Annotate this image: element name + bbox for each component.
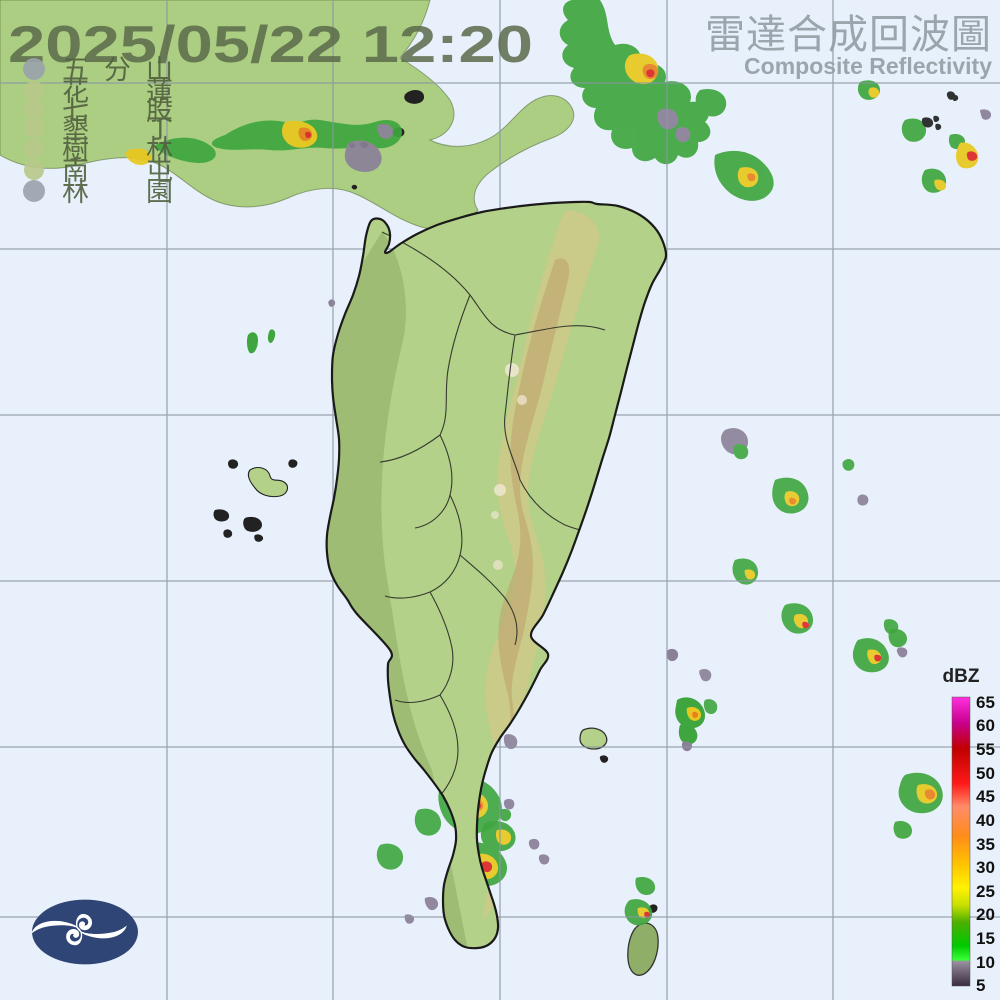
svg-text:30: 30: [976, 858, 995, 877]
svg-text:50: 50: [976, 764, 995, 783]
svg-text:10: 10: [976, 953, 995, 972]
svg-text:25: 25: [976, 882, 995, 901]
svg-text:dBZ: dBZ: [943, 666, 980, 687]
svg-text:5: 5: [976, 976, 985, 995]
svg-text:20: 20: [976, 905, 995, 924]
svg-text:35: 35: [976, 835, 995, 854]
svg-text:60: 60: [976, 716, 995, 735]
svg-text:Composite Reflectivity: Composite Reflectivity: [744, 53, 992, 79]
svg-text:園: 園: [146, 177, 173, 207]
svg-text:林: 林: [62, 177, 89, 207]
svg-text:55: 55: [976, 740, 995, 759]
svg-text:40: 40: [976, 811, 995, 830]
svg-text:65: 65: [976, 693, 995, 712]
svg-text:雷達合成回波圖: 雷達合成回波圖: [705, 13, 992, 57]
svg-text:45: 45: [976, 787, 995, 806]
svg-text:分: 分: [104, 55, 131, 85]
svg-text:15: 15: [976, 929, 995, 948]
